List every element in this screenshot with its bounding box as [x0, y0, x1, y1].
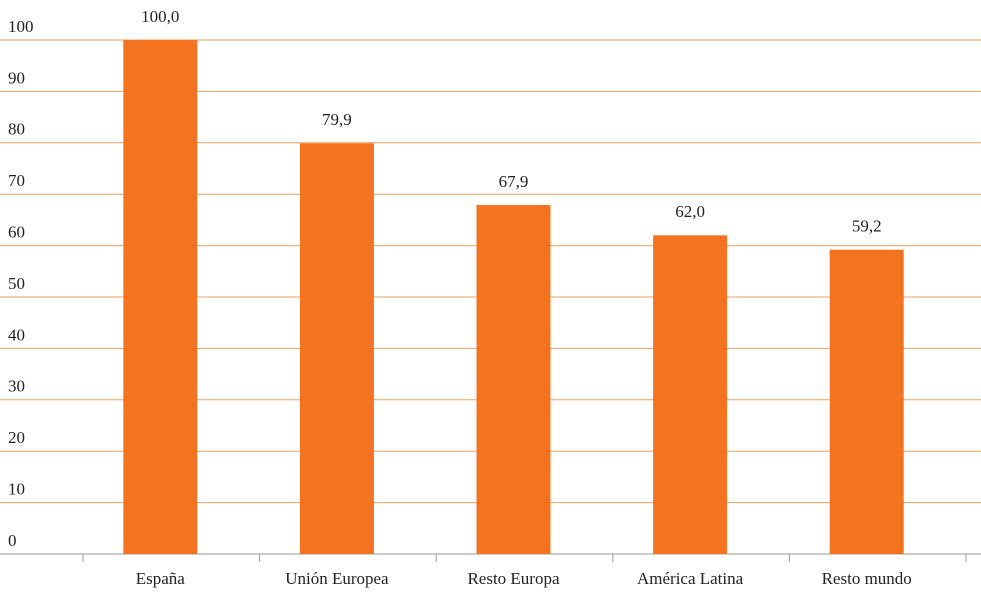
y-tick-label: 30: [8, 377, 25, 396]
y-tick-label: 80: [8, 120, 25, 139]
y-tick-label: 0: [8, 531, 17, 550]
value-label: 59,2: [852, 217, 882, 236]
y-tick-label: 70: [8, 171, 25, 190]
value-label: 100,0: [141, 7, 179, 26]
value-label: 67,9: [499, 172, 529, 191]
bar: [476, 204, 551, 554]
y-tick-label: 50: [8, 274, 25, 293]
value-label: 79,9: [322, 110, 352, 129]
y-tick-label: 90: [8, 68, 25, 87]
x-tick-label: Resto mundo: [822, 569, 912, 588]
x-tick-label: España: [136, 569, 186, 588]
bar: [123, 40, 198, 554]
x-tick-label: América Latina: [637, 569, 744, 588]
y-tick-label: 20: [8, 428, 25, 447]
y-tick-label: 40: [8, 325, 25, 344]
bar: [829, 249, 904, 554]
y-tick-label: 100: [8, 17, 34, 36]
bar: [299, 143, 374, 554]
bar: [653, 235, 728, 554]
value-label: 62,0: [675, 202, 705, 221]
y-tick-label: 60: [8, 223, 25, 242]
x-tick-label: Unión Europea: [285, 569, 389, 588]
x-tick-label: Resto Europa: [467, 569, 560, 588]
y-tick-label: 10: [8, 480, 25, 499]
